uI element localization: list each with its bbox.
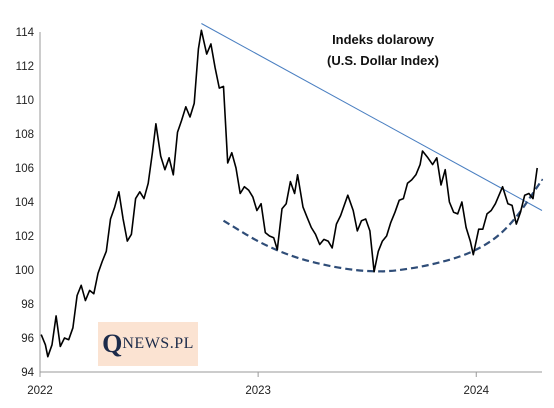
cup-dashed-curve — [222, 178, 544, 273]
y-tick-label: 110 — [16, 95, 34, 107]
x-ticks: 2022 2023 2024 — [27, 372, 490, 397]
y-tick-label: 106 — [15, 163, 34, 175]
logo-q: Q — [102, 329, 123, 358]
y-tick-label: 98 — [21, 299, 34, 311]
y-tick-label: 112 — [16, 61, 34, 73]
x-tick-label: 2024 — [463, 385, 489, 397]
chart-title-line1: Indeks dolarowy — [332, 32, 435, 47]
logo-text: NEWS.PL — [122, 335, 194, 352]
x-tick-label: 2022 — [27, 385, 53, 397]
y-tick-label: 114 — [16, 27, 35, 39]
y-tick-label: 104 — [15, 197, 35, 209]
chart-title-line2: (U.S. Dollar Index) — [327, 53, 439, 68]
y-ticks: 94 96 98 100 102 104 106 108 110 112 114 — [15, 27, 35, 379]
y-tick-label: 102 — [15, 231, 34, 243]
y-tick-label: 108 — [15, 129, 34, 141]
y-tick-label: 100 — [15, 265, 34, 277]
qnews-logo: Q NEWS.PL — [98, 322, 198, 366]
y-tick-label: 94 — [21, 367, 34, 379]
dollar-index-line — [40, 29, 538, 358]
x-tick-label: 2023 — [245, 385, 271, 397]
y-tick-label: 96 — [21, 333, 34, 345]
resistance-trendline — [201, 23, 543, 211]
